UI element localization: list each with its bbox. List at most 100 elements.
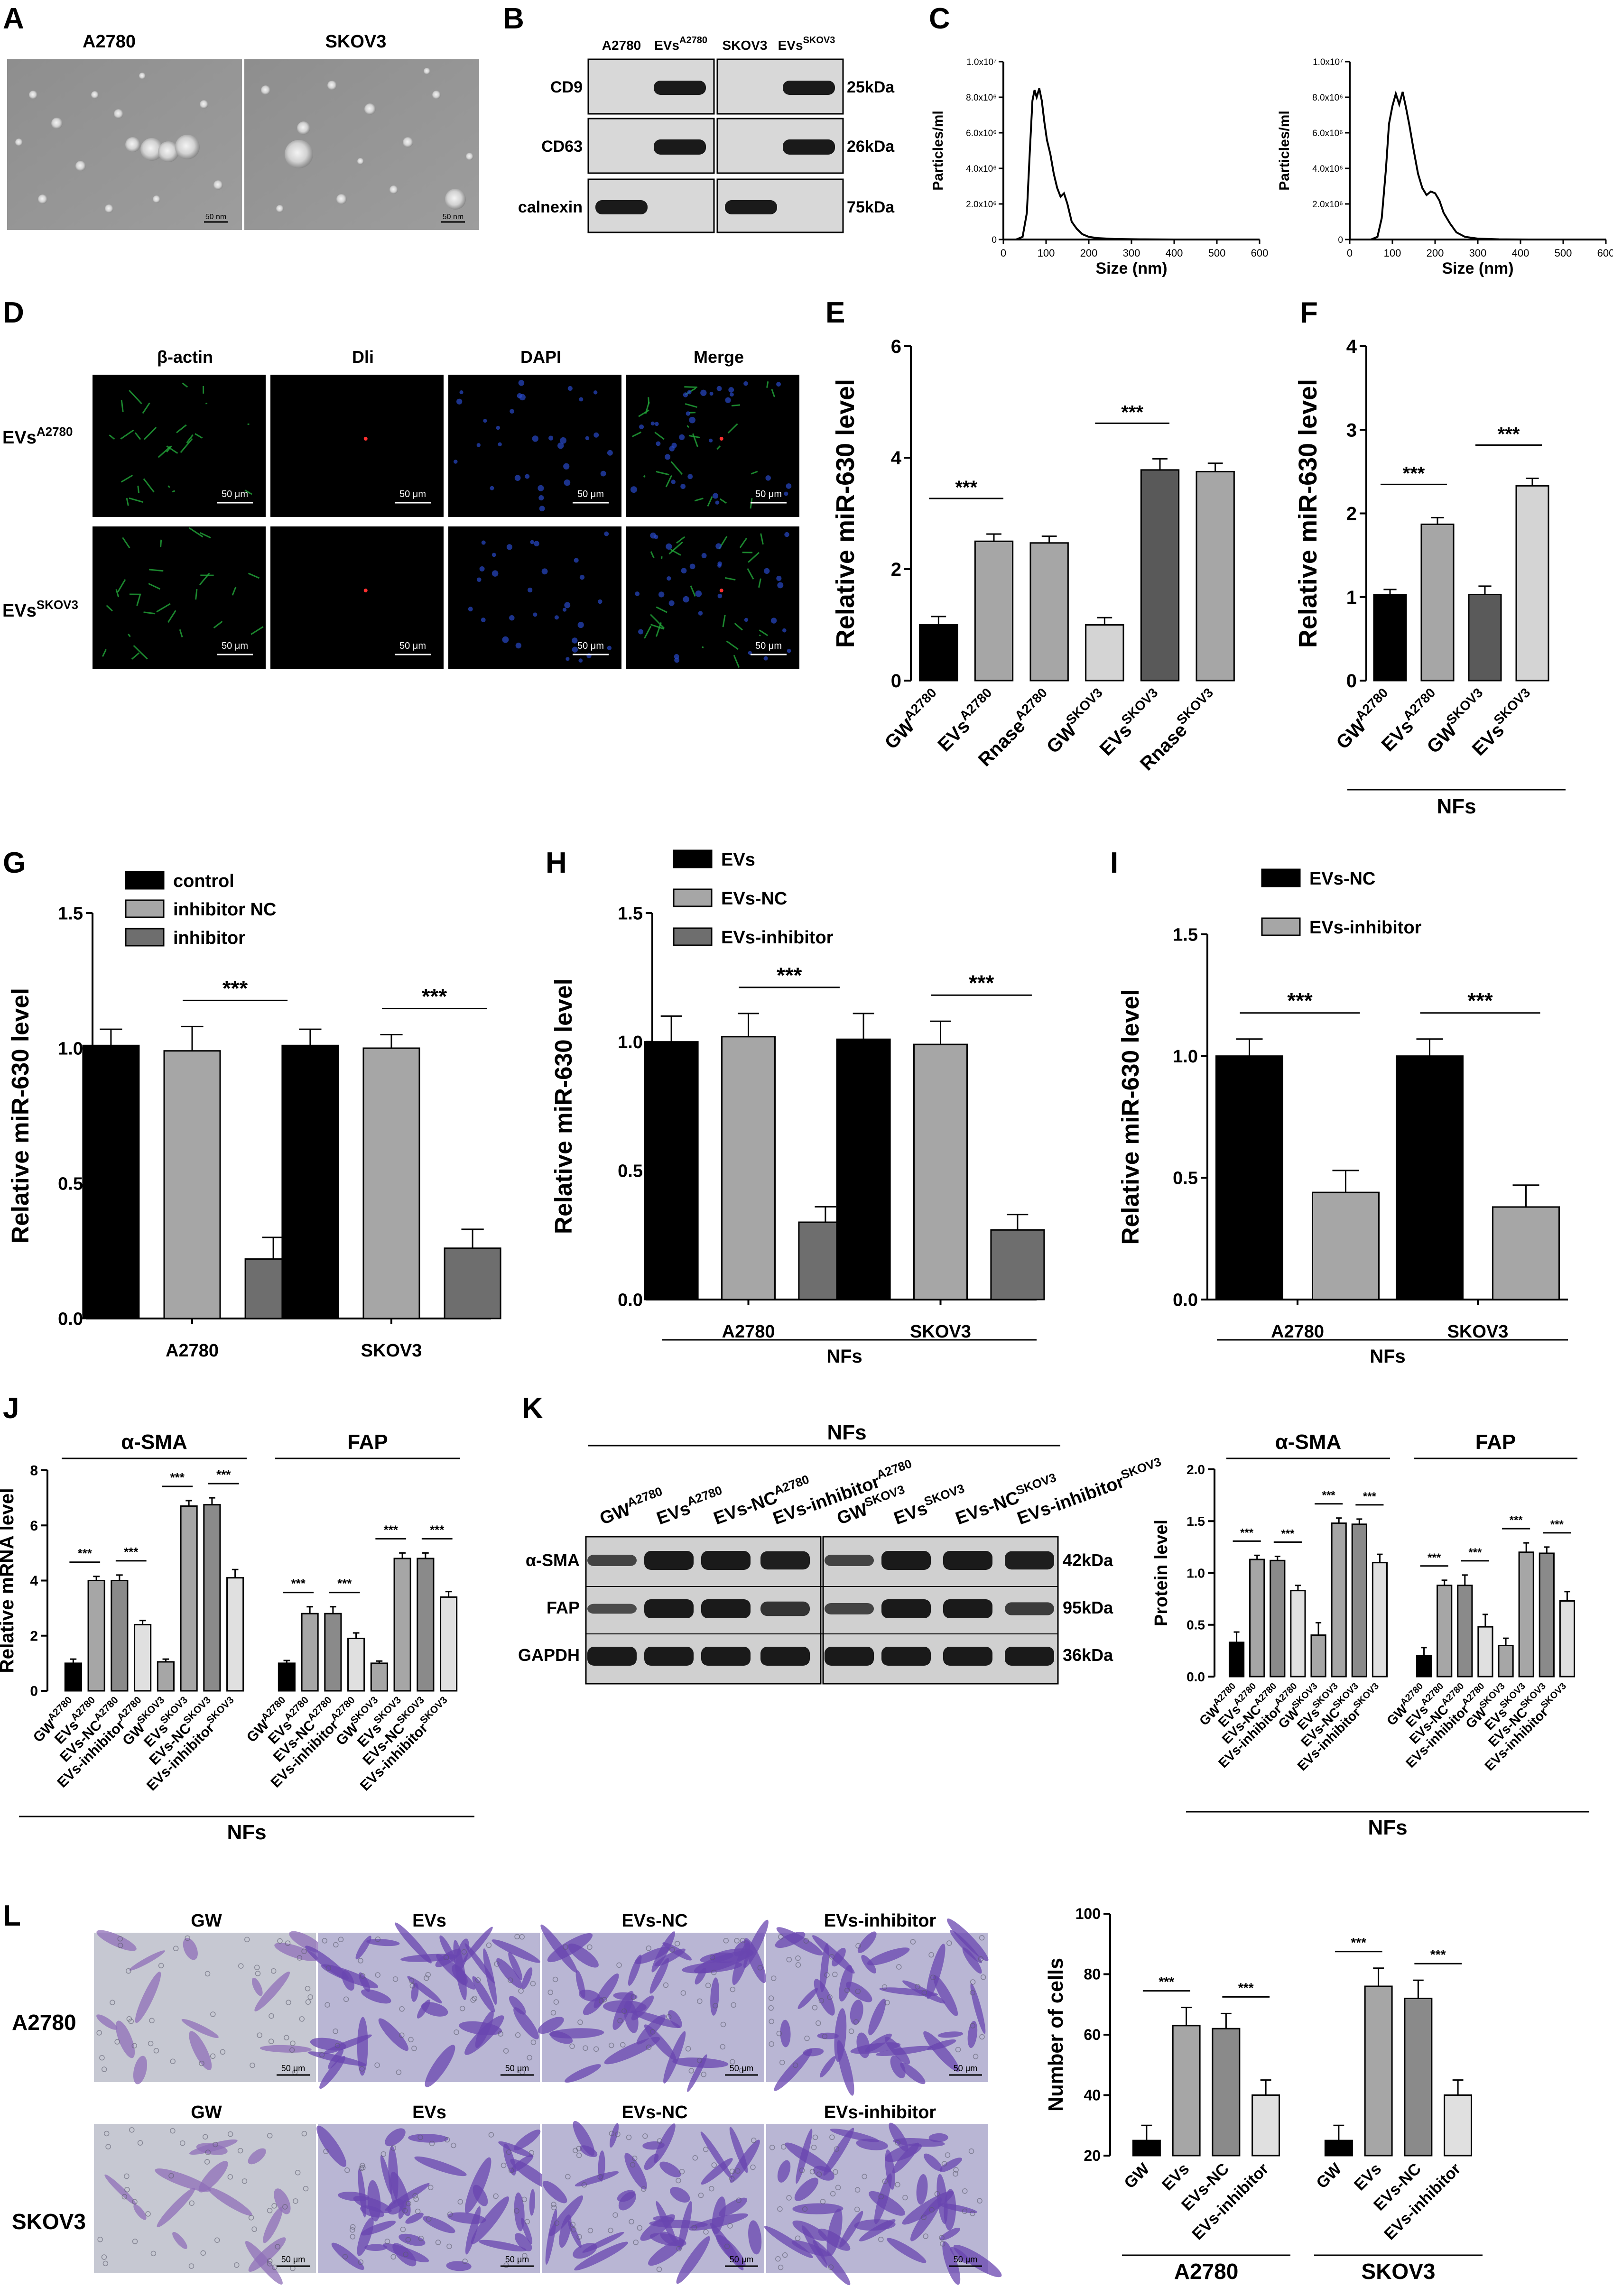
pore: [170, 2128, 176, 2134]
migrated-cell: [251, 1977, 263, 1996]
x-tick-label: EVs: [1351, 2160, 1385, 2194]
migrated-cell: [260, 2045, 312, 2053]
nucleus: [665, 454, 671, 460]
y-tick-label: 1.0: [1187, 1566, 1205, 1580]
panel-label-B: B: [503, 2, 524, 35]
blot-row-calnexin: calnexin: [518, 198, 583, 216]
pore: [750, 2164, 756, 2170]
migrated-cell: [670, 2187, 690, 2203]
significance-stars: ***: [1468, 1546, 1482, 1559]
pore: [435, 2240, 441, 2245]
pore: [459, 2006, 465, 2011]
pore: [621, 2008, 627, 2014]
y-tick-label: 2: [891, 559, 901, 580]
migrated-cell: [923, 2031, 960, 2072]
nucleus: [666, 543, 672, 550]
pore: [255, 1971, 261, 1976]
pore: [593, 2046, 599, 2052]
pore: [145, 2211, 151, 2217]
chart-G: 0.0 0.5 1.0 1.5 Relative miR-630 level A2780 *…: [7, 871, 501, 1361]
migrated-cell: [471, 2196, 510, 2244]
fluor-col-actin: β-actin: [157, 347, 213, 367]
pore: [740, 1937, 746, 1944]
pore: [940, 2241, 946, 2247]
bar: [1404, 1998, 1433, 2157]
migrated-cell: [712, 2196, 726, 2235]
nucleus: [654, 422, 659, 426]
migrated-cell: [248, 2148, 266, 2165]
panel-label-F: F: [1300, 296, 1318, 329]
pore: [188, 2263, 195, 2269]
pore: [882, 2178, 888, 2184]
k-lane-name: EVs: [654, 1498, 693, 1529]
migrated-cell: [944, 2189, 956, 2231]
pore: [792, 2062, 798, 2068]
actin-fiber: [172, 490, 176, 493]
migrated-cell: [649, 1958, 669, 1994]
nucleus: [763, 656, 768, 661]
pore: [518, 1988, 524, 1994]
actin-fiber: [166, 445, 172, 453]
y-tick-label: 0.0: [1173, 1290, 1198, 1310]
y-tick-label: 0: [30, 1684, 38, 1699]
migrated-cell: [196, 2143, 228, 2155]
pore: [980, 1974, 986, 1980]
k-band: [825, 1555, 874, 1566]
migrated-cell: [575, 2171, 619, 2186]
bar: [1559, 1600, 1576, 1678]
pore: [978, 1956, 984, 1962]
nucleus: [515, 642, 522, 649]
migrated-cell: [668, 2010, 682, 2028]
migrated-cell: [399, 2233, 426, 2246]
nucleus: [683, 596, 689, 603]
pore: [583, 2045, 588, 2051]
k-blot-row-asma: α-SMA: [526, 1550, 580, 1570]
scale-label-tem-skov3: 50 nm: [443, 213, 464, 221]
legend-swatch: [125, 871, 165, 890]
pore: [282, 2204, 288, 2210]
x-tick-label: 600: [1597, 247, 1613, 259]
bar: [1085, 624, 1124, 682]
migrated-cell: [274, 2188, 291, 2214]
y-tick-label: 0.5: [1187, 1618, 1205, 1632]
scale-label: 50 μm: [505, 2255, 529, 2264]
x-tick-cell: A2780: [1012, 685, 1050, 723]
legend-swatch: [673, 927, 713, 946]
pore: [406, 2201, 411, 2206]
pore: [307, 1994, 313, 2000]
pore: [344, 2167, 350, 2173]
pore: [227, 2174, 233, 2180]
tem-title-a2780: A2780: [83, 32, 136, 52]
pore: [701, 2072, 706, 2077]
significance-stars: ***: [1281, 1528, 1295, 1540]
bar: [919, 624, 958, 682]
pore: [173, 1946, 179, 1952]
pore: [824, 1972, 830, 1978]
scale-label: 50 μm: [222, 641, 248, 651]
pore: [928, 1952, 934, 1958]
bar: [111, 1580, 129, 1692]
actin-fiber: [733, 655, 740, 668]
scale-label: 50 μm: [577, 641, 604, 651]
significance-stars: ***: [1428, 1551, 1441, 1564]
nucleus: [700, 389, 707, 396]
pore: [921, 1990, 927, 1996]
pore: [527, 2055, 532, 2061]
migrated-cell: [867, 1947, 910, 1966]
actin-fiber: [149, 569, 164, 572]
nucleus: [598, 599, 603, 604]
bar: [1437, 1585, 1453, 1678]
nucleus: [674, 657, 680, 663]
actin-fiber: [148, 583, 160, 590]
pore: [929, 2207, 935, 2213]
panel-label-L: L: [3, 1900, 21, 1932]
actin-fiber: [760, 533, 764, 545]
migrated-cell: [631, 2010, 681, 2029]
y-tick-label: 6: [30, 1518, 38, 1534]
significance-stars: ***: [124, 1545, 139, 1559]
migrated-cell: [649, 2233, 686, 2247]
migrated-cell: [355, 1936, 371, 1960]
pore: [494, 1961, 500, 1967]
y-tick-label: 80: [1084, 1966, 1101, 1983]
